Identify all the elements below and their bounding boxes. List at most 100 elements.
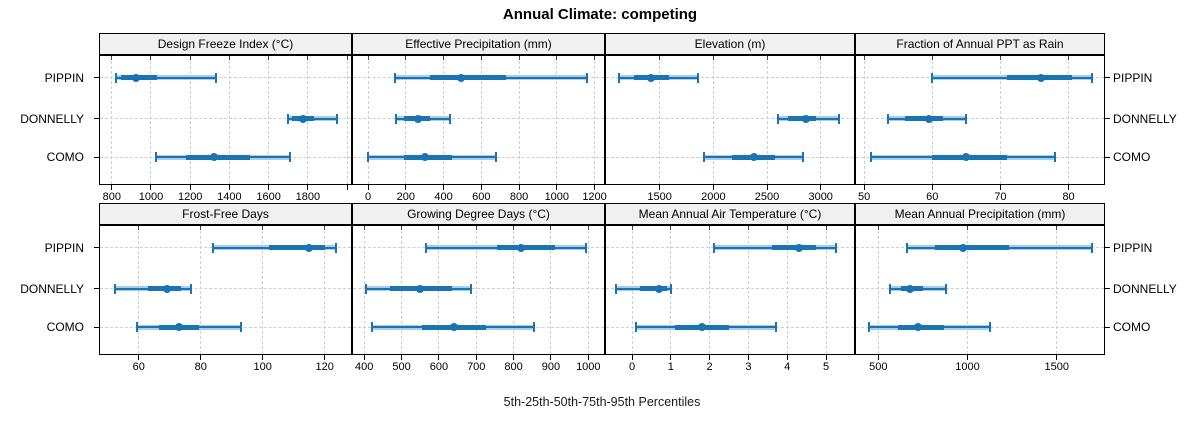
x-tick: [268, 185, 270, 190]
x-tick: [594, 185, 596, 190]
top-tick: [324, 226, 326, 230]
whisker-cap-high: [837, 113, 840, 124]
median-dot: [209, 153, 218, 162]
top-tick: [967, 226, 968, 230]
x-gridline: [587, 226, 589, 354]
x-tick-label: 800: [504, 361, 523, 373]
x-tick: [550, 355, 552, 360]
site-label-left: DONNELLY: [20, 281, 84, 296]
whisker-cap-high: [334, 242, 337, 253]
top-tick: [594, 56, 596, 60]
top-tick: [659, 56, 661, 60]
x-tick: [631, 355, 633, 360]
whisker-cap-high: [289, 152, 292, 163]
side-tick-right: [1105, 247, 1110, 249]
whisker-cap-high: [336, 113, 339, 124]
side-tick-right: [1105, 326, 1110, 328]
x-tick-label: 0: [628, 361, 636, 373]
median-dot: [750, 153, 759, 162]
median-dot: [959, 243, 968, 252]
panel: [352, 55, 605, 185]
iqr-bar: [771, 245, 817, 251]
y-gridline: [100, 77, 351, 79]
whisker-cap-low: [869, 152, 872, 163]
x-tick-label: 1200: [582, 191, 607, 203]
x-tick-label: 3000: [808, 191, 833, 203]
x-tick: [346, 185, 348, 190]
site-label-left: COMO: [46, 150, 84, 165]
median-dot: [298, 114, 307, 123]
x-tick-label: 70: [994, 191, 1007, 203]
median-dot: [914, 323, 923, 332]
x-tick: [1056, 355, 1058, 360]
median-dot: [655, 284, 664, 293]
median-dot: [1037, 73, 1046, 82]
top-tick: [631, 226, 633, 230]
x-tick: [967, 355, 968, 360]
x-tick-label: 1800: [295, 191, 321, 203]
x-tick: [438, 355, 440, 360]
median-dot: [456, 73, 465, 82]
median-dot: [801, 114, 810, 123]
iqr-bar: [905, 116, 943, 122]
x-gridline: [268, 56, 270, 184]
x-tick: [518, 185, 520, 190]
whisker-cap-high: [495, 152, 498, 163]
whisker-cap-low: [154, 152, 157, 163]
median-dot: [517, 243, 526, 252]
x-tick-label: 100: [253, 361, 272, 373]
x-gridline: [262, 226, 264, 354]
x-gridline: [189, 56, 191, 184]
whisker-cap-low: [887, 113, 890, 124]
top-tick: [518, 56, 520, 60]
x-gridline: [228, 56, 230, 184]
site-label-right: DONNELLY: [1113, 281, 1177, 296]
median-dot: [175, 323, 184, 332]
x-gridline: [766, 56, 768, 184]
whisker-cap-high: [1091, 242, 1094, 253]
x-tick-label: 400: [355, 361, 374, 373]
panel-strip: Design Freeze Index (°C): [99, 33, 352, 55]
panel-strip: Effective Precipitation (mm): [352, 33, 605, 55]
top-tick: [367, 56, 369, 60]
top-tick: [670, 226, 672, 230]
median-dot: [416, 284, 425, 293]
x-tick: [262, 355, 264, 360]
panel: [605, 225, 855, 355]
whisker-cap-low: [114, 283, 117, 294]
x-gridline: [877, 226, 879, 354]
x-tick: [820, 185, 822, 190]
x-gridline: [1056, 226, 1058, 354]
x-tick-label: 1000: [955, 361, 980, 373]
iqr-bar: [639, 286, 667, 292]
x-tick: [931, 185, 933, 190]
whisker-cap-low: [634, 322, 637, 333]
x-tick-label: 1: [667, 361, 674, 373]
top-tick: [747, 226, 749, 230]
y-gridline: [606, 118, 854, 120]
x-tick-label: 500: [869, 361, 888, 373]
x-tick-label: 1500: [1044, 361, 1069, 373]
panel-strip: Mean Annual Precipitation (mm): [855, 203, 1105, 225]
median-dot: [924, 114, 933, 123]
x-tick-label: 2: [706, 361, 713, 373]
top-tick: [150, 56, 152, 60]
whisker-cap-low: [617, 72, 620, 83]
median-dot: [962, 153, 971, 162]
x-tick: [111, 185, 113, 190]
site-label-left: DONNELLY: [20, 111, 84, 126]
whisker-cap-low: [905, 242, 908, 253]
x-gridline: [518, 56, 520, 184]
top-tick: [999, 56, 1001, 60]
x-tick-label: 0: [365, 191, 372, 203]
top-tick: [825, 226, 827, 230]
x-tick: [443, 185, 445, 190]
x-gridline: [475, 226, 477, 354]
top-tick: [877, 226, 879, 230]
whisker-cap-high: [449, 113, 452, 124]
median-dot: [905, 284, 914, 293]
top-tick: [443, 56, 445, 60]
whisker-cap-low: [931, 72, 934, 83]
x-gridline: [346, 56, 348, 184]
side-tick-right: [1105, 77, 1110, 79]
